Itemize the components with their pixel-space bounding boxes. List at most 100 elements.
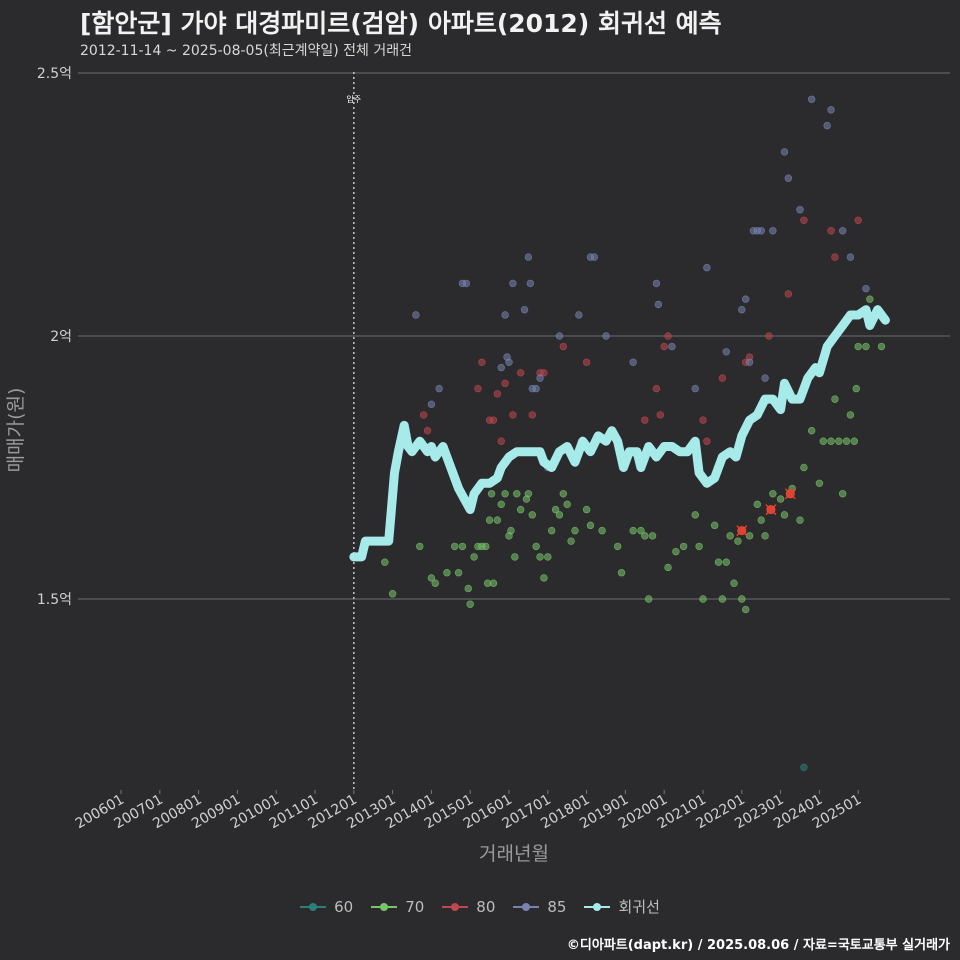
data-point-70: [842, 437, 851, 445]
data-point-70: [877, 342, 886, 351]
data-point-85: [757, 227, 765, 235]
chart-subtitle: 2012-11-14 ~ 2025-08-05(최근계약일) 전체 거래건: [80, 43, 412, 59]
data-point-85: [738, 306, 746, 314]
data-point-80: [528, 411, 536, 419]
data-point-70: [769, 490, 777, 498]
data-point-70: [741, 605, 750, 614]
data-point-70: [489, 579, 498, 587]
data-point-70: [695, 542, 703, 551]
data-point-85: [520, 306, 529, 314]
data-point-80: [718, 374, 727, 382]
legend-key-regression: [584, 897, 611, 917]
data-point-70: [551, 505, 560, 514]
data-point-70: [458, 542, 467, 551]
data-point-70: [866, 295, 874, 303]
data-point-70: [464, 584, 472, 593]
data-point-80: [423, 426, 432, 435]
data-point-70: [854, 342, 862, 351]
legend-key-85: [513, 897, 540, 917]
highlight-x-mark: [736, 525, 748, 537]
data-point-85: [497, 363, 505, 372]
data-point-70: [629, 526, 637, 535]
data-point-70: [563, 500, 571, 509]
data-point-70: [780, 511, 789, 519]
data-point-70: [532, 542, 540, 551]
data-point-70: [648, 532, 657, 540]
data-point-85: [412, 311, 420, 319]
data-point-70: [443, 568, 451, 577]
data-point-70: [641, 532, 649, 540]
data-point-70: [815, 479, 824, 487]
data-point-70: [540, 574, 548, 582]
legend-item-regression[interactable]: 회귀선: [584, 896, 660, 917]
data-point-80: [582, 358, 591, 366]
data-point-70: [637, 526, 645, 535]
data-point-70: [722, 558, 730, 566]
data-point-85: [862, 284, 870, 293]
legend-item-85[interactable]: 85: [513, 896, 566, 917]
data-point-70: [544, 553, 552, 561]
data-point-70: [516, 505, 525, 514]
data-point-85: [575, 311, 583, 319]
data-point-85: [435, 384, 443, 393]
data-point-60: [800, 763, 808, 772]
data-point-85: [526, 279, 535, 288]
data-point-70: [846, 411, 855, 419]
data-point-70: [466, 600, 474, 608]
data-point-85: [780, 148, 789, 156]
data-point-85: [807, 95, 816, 104]
data-point-70: [528, 511, 536, 519]
legend-label-60: 60: [334, 897, 354, 916]
data-point-80: [660, 342, 668, 351]
data-point-70: [501, 490, 509, 498]
legend-item-80[interactable]: 80: [442, 896, 495, 917]
data-point-80: [474, 384, 482, 393]
legend-item-70[interactable]: 70: [371, 896, 424, 917]
y-tick-label: 2억: [50, 329, 72, 345]
legend-label-80: 80: [476, 897, 496, 916]
data-point-80: [540, 369, 548, 377]
data-point-70: [831, 395, 839, 403]
data-point-70: [416, 542, 424, 551]
data-point-70: [672, 547, 680, 556]
data-point-80: [765, 332, 773, 340]
data-point-70: [862, 342, 870, 351]
data-point-70: [710, 521, 719, 530]
highlight-x-mark: [765, 504, 777, 516]
move-in-label: 입주: [346, 95, 361, 104]
chart-title: [함안군] 가야 대경파미르(검암) 아파트(2012) 회귀선 예측: [80, 9, 722, 38]
data-point-85: [654, 300, 663, 309]
data-point-80: [854, 216, 862, 224]
legend-label-regression: 회귀선: [618, 898, 660, 916]
data-point-70: [617, 568, 626, 577]
data-point-70: [664, 563, 672, 572]
data-point-85: [652, 279, 661, 288]
highlight-x-mark: [784, 488, 796, 500]
data-point-70: [582, 505, 591, 514]
source-caption: ©디아파트(dapt.kr) / 2025.08.06 / 자료=국토교통부 실…: [566, 938, 950, 953]
data-point-85: [827, 106, 835, 114]
data-point-85: [741, 295, 750, 303]
data-point-85: [823, 121, 831, 130]
data-point-80: [664, 332, 672, 340]
legend-item-60[interactable]: 60: [300, 896, 353, 917]
data-point-70: [679, 542, 688, 551]
data-point-85: [532, 384, 540, 393]
data-point-80: [509, 411, 517, 419]
data-point-70: [559, 490, 568, 498]
data-point-80: [703, 437, 711, 445]
y-tick-label: 1.5억: [37, 592, 72, 608]
data-point-80: [784, 290, 793, 298]
data-point-70: [753, 500, 762, 509]
legend-key-70: [371, 897, 398, 917]
data-point-85: [509, 279, 517, 288]
data-point-80: [516, 369, 525, 377]
data-point-70: [427, 574, 436, 582]
data-point-80: [493, 390, 502, 398]
data-point-85: [602, 332, 610, 340]
data-point-85: [745, 358, 754, 366]
data-point-70: [586, 521, 595, 530]
data-point-70: [450, 542, 459, 551]
data-point-70: [567, 537, 575, 545]
data-point-80: [641, 416, 649, 424]
